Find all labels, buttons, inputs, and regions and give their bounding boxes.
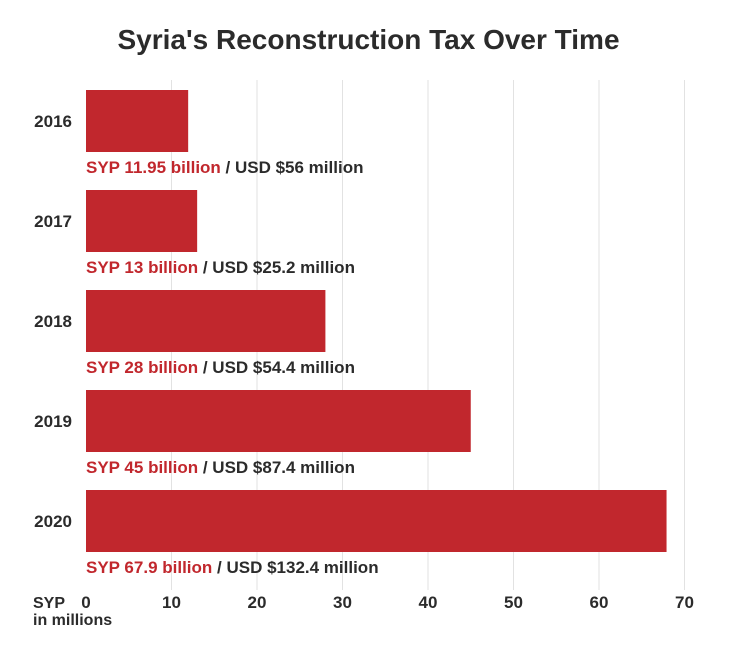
bar-2017 <box>86 190 198 252</box>
category-label-2017: 2017 <box>34 212 72 231</box>
data-label-syp: SYP 11.95 billion <box>86 158 221 177</box>
x-tick-label-60: 60 <box>590 593 609 612</box>
data-label-2016: SYP 11.95 billion / USD $56 million <box>86 158 363 177</box>
data-label-usd: / USD $132.4 million <box>212 558 378 577</box>
x-tick-label-20: 20 <box>248 593 267 612</box>
data-label-2018: SYP 28 billion / USD $54.4 million <box>86 358 355 377</box>
data-label-2020: SYP 67.9 billion / USD $132.4 million <box>86 558 379 577</box>
data-label-usd: / USD $54.4 million <box>198 358 355 377</box>
bar-2016 <box>86 90 189 152</box>
chart-title: Syria's Reconstruction Tax Over Time <box>117 24 620 55</box>
bar-2020 <box>86 490 667 552</box>
data-label-syp: SYP 45 billion <box>86 458 198 477</box>
data-label-syp: SYP 67.9 billion <box>86 558 212 577</box>
x-axis-title-unit: SYP <box>33 595 65 612</box>
x-tick-label-50: 50 <box>504 593 523 612</box>
data-label-usd: / USD $25.2 million <box>198 258 355 277</box>
x-tick-label-0: 0 <box>81 593 90 612</box>
data-label-2019: SYP 45 billion / USD $87.4 million <box>86 458 355 477</box>
data-label-usd: / USD $56 million <box>221 158 364 177</box>
category-label-2020: 2020 <box>34 512 72 531</box>
bar-2019 <box>86 390 471 452</box>
category-label-2019: 2019 <box>34 412 72 431</box>
data-label-usd: / USD $87.4 million <box>198 458 355 477</box>
x-tick-label-40: 40 <box>419 593 438 612</box>
category-label-2016: 2016 <box>34 112 72 131</box>
category-label-2018: 2018 <box>34 312 72 331</box>
x-tick-label-10: 10 <box>162 593 181 612</box>
data-label-syp: SYP 28 billion <box>86 358 198 377</box>
x-axis-title-scale: in millions <box>33 612 112 629</box>
data-label-2017: SYP 13 billion / USD $25.2 million <box>86 258 355 277</box>
x-tick-label-70: 70 <box>675 593 694 612</box>
x-tick-label-30: 30 <box>333 593 352 612</box>
bar-2018 <box>86 290 326 352</box>
data-label-syp: SYP 13 billion <box>86 258 198 277</box>
